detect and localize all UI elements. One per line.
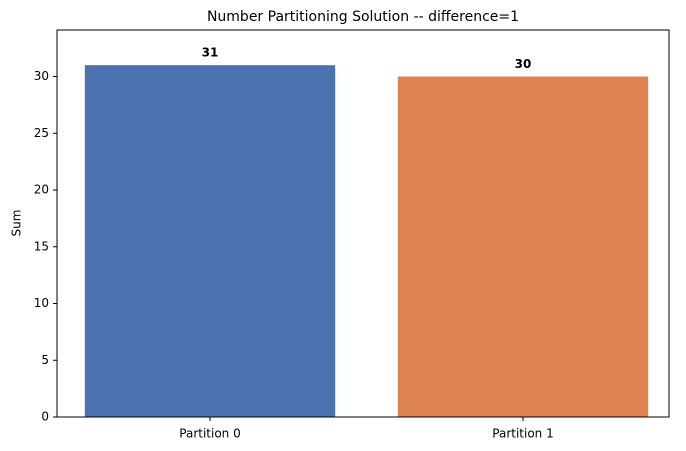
y-tick-label: 10: [34, 296, 49, 310]
y-tick-label: 25: [34, 126, 49, 140]
y-tick-label: 30: [34, 69, 49, 83]
bar: [397, 76, 649, 417]
x-tick-label: Partition 1: [492, 427, 553, 441]
chart-title: Number Partitioning Solution -- differen…: [207, 9, 519, 25]
x-tick-label: Partition 0: [179, 427, 240, 441]
plot-frame: [56, 29, 670, 418]
y-axis-label: Sum: [10, 210, 24, 237]
y-tick-label: 0: [41, 410, 49, 424]
value-label: 31: [202, 46, 219, 60]
y-tick-label: 5: [41, 353, 49, 367]
bar: [84, 65, 336, 417]
y-tick-label: 20: [34, 183, 49, 197]
value-label: 30: [515, 57, 532, 71]
y-tick-label: 15: [34, 239, 49, 253]
